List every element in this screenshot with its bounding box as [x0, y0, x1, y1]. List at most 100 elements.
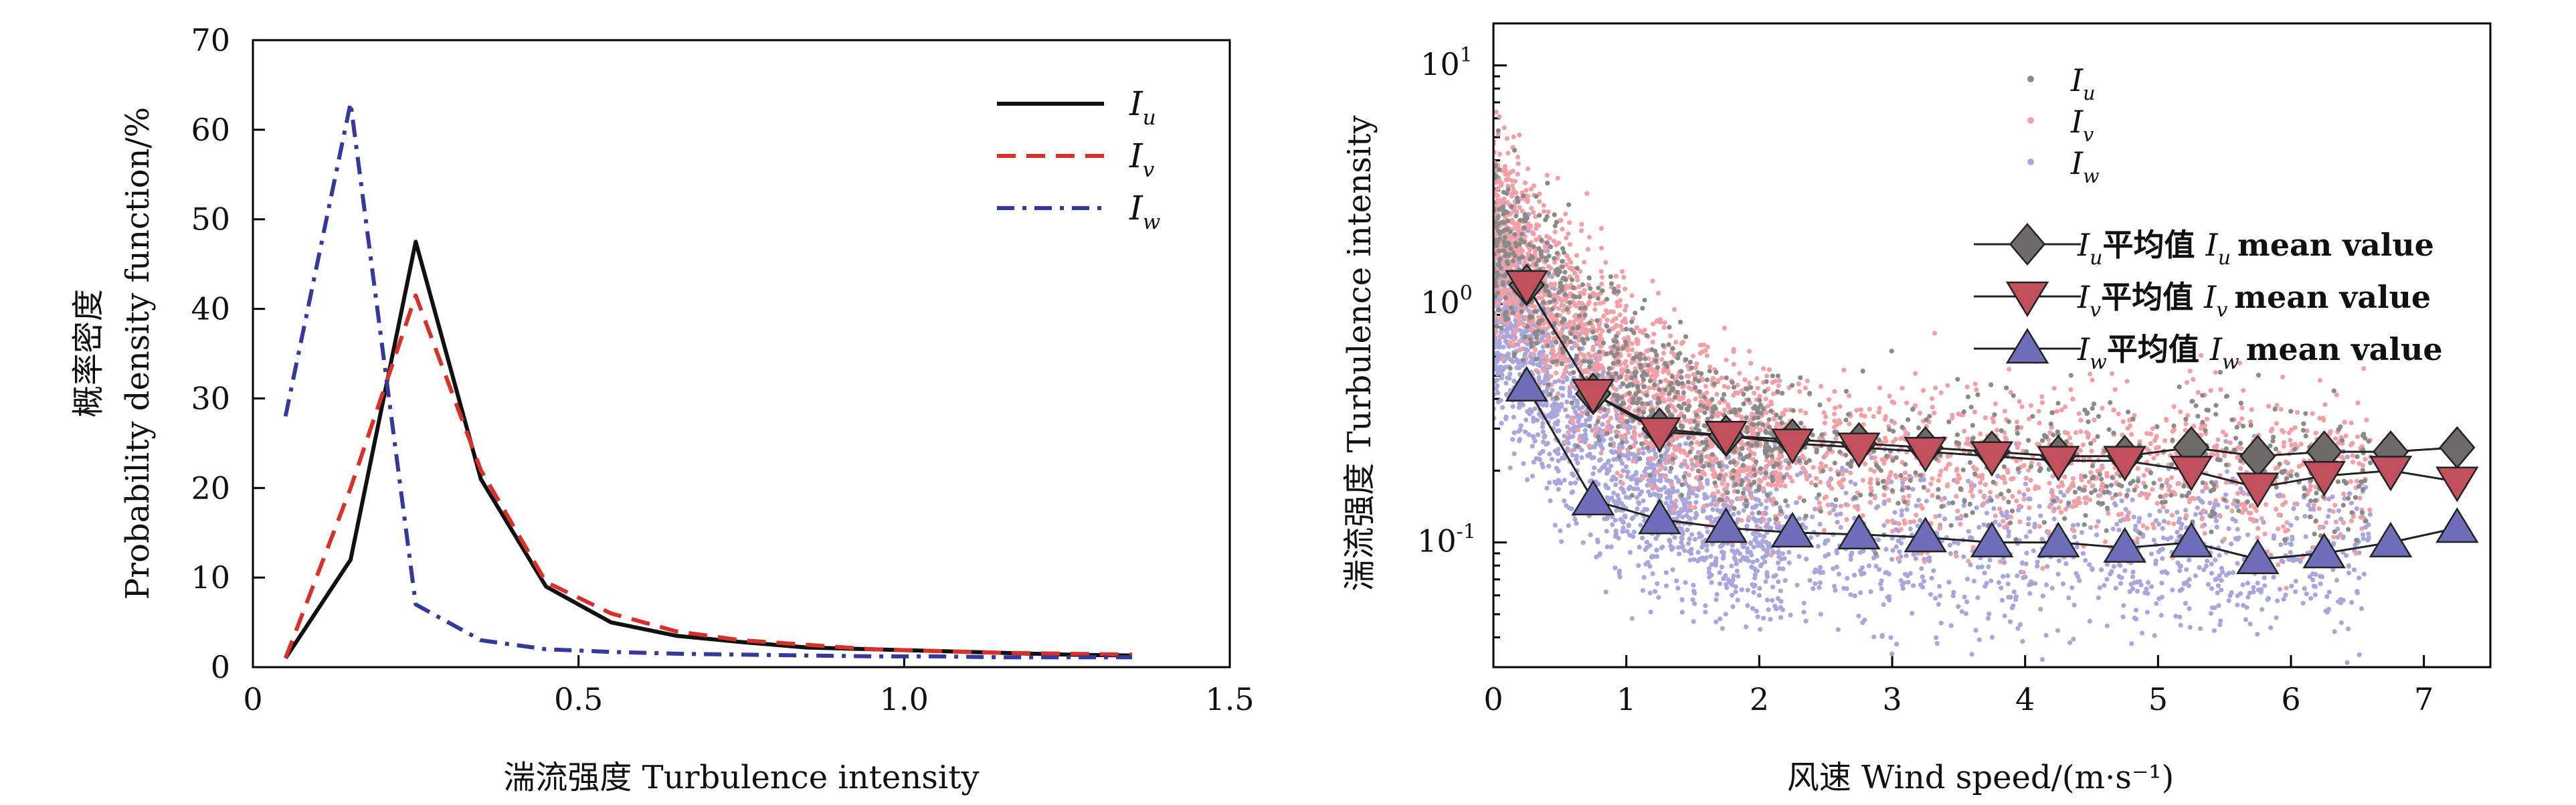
- chart-b-scatter-point-v: [2355, 479, 2359, 484]
- chart-b-scatter-point-v: [2150, 522, 2155, 527]
- chart-b-scatter-point-v: [1938, 473, 1942, 478]
- chart-b-scatter-point-v: [1618, 312, 1623, 317]
- chart-b-scatter-point-v: [1904, 401, 1909, 406]
- chart-b-scatter-point-v: [2009, 476, 2013, 481]
- chart-b-scatter-point-w: [1714, 620, 1718, 624]
- chart-b-scatter-point-v: [2192, 497, 2197, 501]
- chart-b-scatter-point-v: [1832, 412, 1837, 416]
- chart-b-scatter-point-v: [1771, 391, 1776, 396]
- chart-b-scatter-point-w: [1902, 580, 1906, 585]
- chart-b-scatter-point-w: [1556, 447, 1560, 452]
- chart-b-scatter-point-w: [1752, 545, 1756, 549]
- chart-b-scatter-point-v: [1938, 468, 1943, 473]
- chart-b-scatter-point-v: [1698, 351, 1703, 355]
- chart-b-scatter-point-v: [1691, 436, 1696, 440]
- chart-b-scatter-point-w: [1615, 493, 1620, 498]
- chart-b-scatter-point-w: [2177, 517, 2182, 521]
- chart-b-scatter-point-v: [1873, 496, 1877, 501]
- chart-b-scatter-point-w: [1604, 590, 1608, 594]
- chart-b-scatter-point-w: [1562, 499, 1566, 503]
- chart-b-scatter-point-w: [2130, 575, 2135, 579]
- chart-b-scatter-point-w: [1635, 495, 1639, 500]
- chart-b-scatter-point-v: [1939, 390, 1944, 395]
- chart-b-scatter-point-v: [1651, 340, 1655, 345]
- chart-b-scatter-point-v: [1804, 474, 1809, 478]
- chart-b-scatter-point-w: [1744, 624, 1748, 629]
- chart-b-scatter-point-v: [2178, 410, 2183, 414]
- chart-b-scatter-point-w: [2336, 509, 2341, 513]
- chart-b-scatter-point-v: [2055, 409, 2059, 414]
- chart-b-scatter-point-w: [1611, 450, 1615, 455]
- chart-b-scatter-point-v: [1517, 205, 1522, 209]
- chart-b-scatter-point-w: [2096, 596, 2101, 600]
- chart-b-scatter-point-w: [1536, 456, 1541, 461]
- chart-b-scatter-point-w: [2020, 639, 2025, 644]
- chart-b-scatter-point-v: [2322, 402, 2327, 407]
- chart-b-scatter-point-w: [1809, 535, 1813, 540]
- chart-b-scatter-point-v: [1720, 482, 1725, 486]
- chart-b-scatter-point-w: [2281, 559, 2286, 564]
- chart-b-scatter-point-w: [1823, 541, 1827, 546]
- chart-b-scatter-point-v: [2142, 473, 2146, 478]
- chart-b-scatter-point-w: [2268, 553, 2273, 557]
- chart-b-scatter-point-v: [2088, 497, 2092, 502]
- chart-b-scatter-point-v: [1582, 369, 1586, 373]
- chart-b-scatter-point-v: [2144, 526, 2149, 531]
- chart-b-scatter-point-w: [1614, 529, 1619, 533]
- chart-b-scatter-point-v: [2256, 526, 2260, 531]
- chart-b-scatter-point-w: [1744, 523, 1749, 528]
- chart-b-scatter-point-w: [2278, 542, 2283, 547]
- chart-b-scatter-point-w: [1689, 532, 1694, 537]
- chart-b-scatter-point-v: [1645, 349, 1649, 353]
- chart-b-scatter-point-w: [1566, 523, 1571, 528]
- chart-b-scatter-point-w: [1640, 535, 1645, 540]
- chart-b-scatter-point-w: [2357, 575, 2361, 580]
- chart-b-scatter-point-w: [1780, 551, 1785, 556]
- chart-b-scatter-point-w: [1962, 595, 1966, 600]
- chart-b-scatter-point-v: [2165, 478, 2170, 482]
- chart-b-scatter-point-w: [1812, 569, 1817, 574]
- chart-b-scatter-point-w: [2121, 614, 2126, 619]
- chart-b-scatter-point-w: [2209, 611, 2213, 616]
- chart-b-scatter-point-v: [1918, 503, 1923, 508]
- chart-b-scatter-point-w: [2293, 590, 2298, 594]
- chart-b-scatter-point-w: [1755, 614, 1760, 619]
- chart-b-scatter-point-w: [1986, 616, 1991, 621]
- chart-b-scatter-point-v: [2239, 446, 2243, 451]
- chart-b-scatter-point-w: [1900, 513, 1904, 517]
- chart-b-scatter-point-w: [2058, 490, 2063, 495]
- chart-b-scatter-point-v: [2059, 408, 2064, 412]
- chart-b-scatter-point-v: [1704, 384, 1708, 389]
- chart-b-scatter-point-v: [1978, 489, 1983, 494]
- chart-b-scatter-point-w: [1643, 507, 1647, 512]
- chart-b-scatter-point-v: [1954, 554, 1958, 559]
- chart-b-scatter-point-v: [2338, 532, 2342, 537]
- chart-b-scatter-point-v: [1747, 349, 1752, 353]
- chart-b-scatter-point-v: [1591, 345, 1596, 349]
- chart-b-scatter-point-v: [1764, 499, 1769, 503]
- chart-b-scatter-point-v: [2065, 431, 2070, 436]
- chart-b-scatter-point-v: [2349, 519, 2354, 523]
- chart-b-scatter-point-v: [1603, 260, 1608, 265]
- chart-b-scatter-point-w: [1704, 548, 1709, 553]
- chart-b-scatter-point-w: [1997, 580, 2001, 585]
- chart-b-scatter-point-v: [2344, 434, 2349, 438]
- chart-b-scatter-point-w: [1582, 440, 1587, 444]
- chart-b-scatter-point-w: [2268, 626, 2273, 630]
- chart-b-scatter-point-v: [1868, 500, 1873, 505]
- chart-b-scatter-point-w: [1804, 557, 1809, 561]
- chart-b-scatter-point-v: [1580, 410, 1584, 415]
- chart-b-scatter-point-w: [2165, 509, 2169, 514]
- chart-b-scatter-point-v: [1524, 188, 1528, 193]
- chart-a-legend-label-v: Iv: [1129, 137, 1155, 182]
- chart-b-scatter-point-w: [1839, 525, 1843, 530]
- chart-b-scatter-point-w: [1621, 468, 1625, 473]
- chart-b-scatter-point-w: [2346, 626, 2351, 631]
- chart-b-scatter-point-v: [1575, 278, 1580, 282]
- chart-b-scatter-point-w: [1874, 505, 1879, 510]
- chart-b-scatter-point-v: [1822, 528, 1827, 533]
- chart-b-scatter-point-w: [1710, 562, 1714, 567]
- chart-b-scatter-point-v: [1673, 499, 1678, 503]
- chart-b-scatter-point-v: [1624, 364, 1629, 369]
- chart-b-scatter-point-w: [1554, 403, 1559, 408]
